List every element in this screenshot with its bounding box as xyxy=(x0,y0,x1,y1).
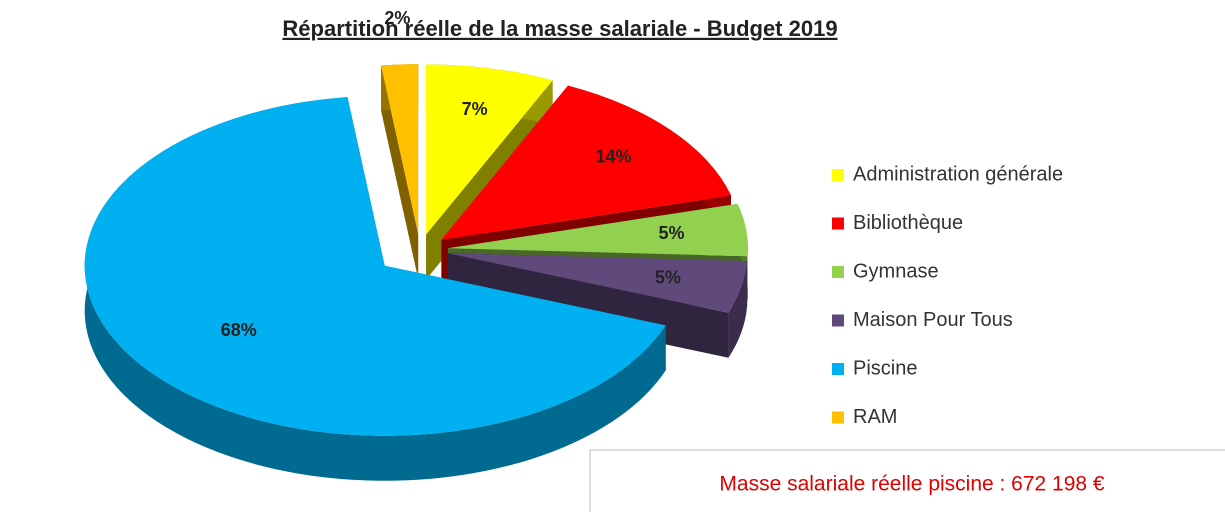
annotation: Masse salariale réelle piscine : 672 198… xyxy=(719,473,1105,496)
data-label: 14% xyxy=(596,146,632,166)
data-label: 7% xyxy=(462,99,488,119)
annotation-box xyxy=(589,449,1225,512)
legend-label: Administration générale xyxy=(853,163,1063,185)
legend-label: Piscine xyxy=(853,357,917,379)
slice-group xyxy=(84,97,666,481)
slice xyxy=(426,64,553,235)
slice-group xyxy=(381,64,419,280)
slice xyxy=(381,64,419,235)
legend-swatch xyxy=(832,266,844,278)
legend-swatch xyxy=(832,314,844,327)
data-label: 68% xyxy=(221,320,257,340)
slice xyxy=(84,97,666,436)
slice-side xyxy=(728,261,748,358)
slice xyxy=(441,85,731,240)
legend-label: Gymnase xyxy=(853,260,939,282)
slice xyxy=(447,203,748,257)
slice-side xyxy=(381,65,419,280)
legend-label: RAM xyxy=(853,406,897,428)
data-label: 5% xyxy=(655,268,681,288)
legend-swatch xyxy=(832,217,844,230)
legend-label: Bibliothèque xyxy=(853,212,963,234)
chart-title: Répartition réelle de la masse salariale… xyxy=(282,16,837,41)
slice-group xyxy=(447,253,748,358)
legend-swatch xyxy=(832,363,844,375)
slice xyxy=(447,253,748,313)
data-label: 5% xyxy=(658,223,684,243)
legend-label: Maison Pour Tous xyxy=(853,309,1013,331)
legend-swatch xyxy=(832,411,844,424)
data-label: 2% xyxy=(384,8,410,28)
legend-swatch xyxy=(832,169,844,181)
